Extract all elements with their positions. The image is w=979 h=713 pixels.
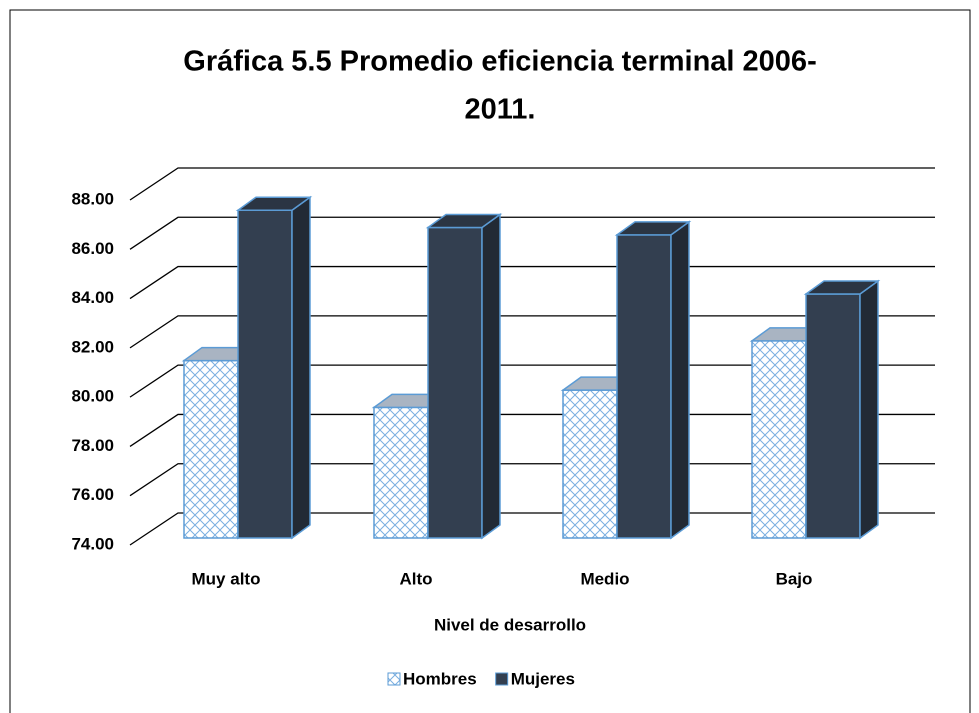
bar-front xyxy=(751,340,807,539)
legend-label: Hombres xyxy=(403,669,477,688)
bar xyxy=(235,195,313,540)
bar-front xyxy=(805,293,861,539)
bar-side xyxy=(670,220,690,540)
chart-title: Gráfica 5.5 Promedio eficiencia terminal… xyxy=(183,46,816,78)
bar-side xyxy=(859,279,879,540)
bar-front xyxy=(373,406,429,539)
grid-line xyxy=(129,216,935,250)
bar-front xyxy=(237,209,293,539)
y-tick-label: 82.00 xyxy=(71,337,114,356)
x-tick-label: Alto xyxy=(399,569,432,588)
grid-line xyxy=(129,167,935,201)
y-tick-label: 74.00 xyxy=(71,534,114,553)
bar-front xyxy=(562,389,618,539)
x-tick-label: Bajo xyxy=(776,569,813,588)
bar-front xyxy=(616,234,672,539)
bar-top xyxy=(235,196,313,211)
y-tick-label: 78.00 xyxy=(71,436,114,455)
bar xyxy=(803,279,881,540)
bar-side xyxy=(481,213,501,540)
bar-top xyxy=(803,280,881,295)
bar-top xyxy=(425,213,503,229)
legend-swatch xyxy=(387,672,401,686)
x-tick-label: Muy alto xyxy=(192,569,261,588)
y-tick-label: 76.00 xyxy=(71,485,114,504)
bar-front xyxy=(427,226,483,539)
y-tick-label: 86.00 xyxy=(71,239,114,258)
x-axis-label: Nivel de desarrollo xyxy=(434,615,586,634)
bar-front xyxy=(183,359,239,539)
bar-side xyxy=(291,195,311,540)
legend-label: Mujeres xyxy=(511,669,575,688)
y-tick-label: 80.00 xyxy=(71,387,114,406)
chart-title: 2011. xyxy=(465,94,536,126)
legend-swatch xyxy=(495,672,509,686)
bar xyxy=(614,220,692,540)
bar xyxy=(425,213,503,540)
bar-top xyxy=(614,221,692,236)
y-tick-label: 88.00 xyxy=(71,189,114,208)
x-tick-label: Medio xyxy=(580,569,629,588)
y-tick-label: 84.00 xyxy=(71,288,114,307)
